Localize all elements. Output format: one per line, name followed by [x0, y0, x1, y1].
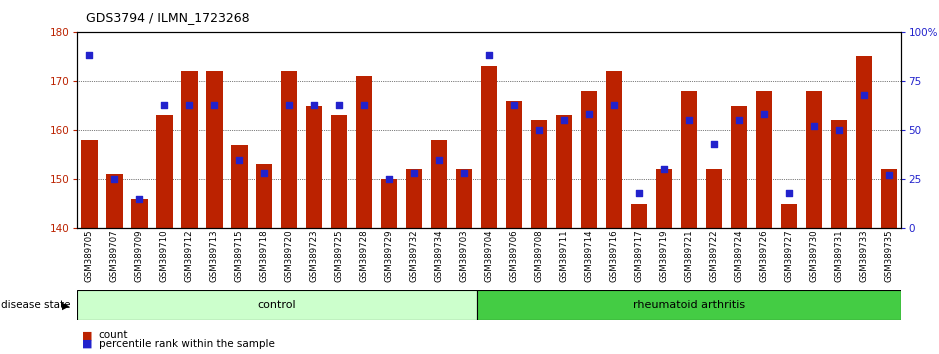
Point: [632, 190, 647, 196]
Point: [682, 118, 697, 123]
Bar: [631, 204, 647, 228]
Bar: [207, 71, 223, 228]
Point: [432, 157, 447, 162]
Point: [581, 112, 596, 117]
Point: [882, 172, 897, 178]
Bar: [82, 140, 98, 228]
Bar: [806, 91, 823, 228]
Point: [831, 127, 846, 133]
Point: [257, 171, 272, 176]
Point: [307, 102, 322, 107]
Bar: [656, 169, 672, 228]
Bar: [381, 179, 397, 228]
Point: [482, 53, 497, 58]
Point: [507, 102, 522, 107]
Bar: [131, 199, 147, 228]
Point: [856, 92, 871, 98]
Bar: [706, 169, 722, 228]
Bar: [106, 174, 123, 228]
Point: [456, 171, 471, 176]
Bar: [556, 115, 572, 228]
Bar: [581, 91, 597, 228]
Text: percentile rank within the sample: percentile rank within the sample: [99, 339, 274, 349]
Point: [207, 102, 222, 107]
Point: [331, 102, 346, 107]
Point: [157, 102, 172, 107]
Point: [407, 171, 422, 176]
Bar: [731, 105, 747, 228]
Text: GDS3794 / ILMN_1723268: GDS3794 / ILMN_1723268: [86, 11, 250, 24]
Text: count: count: [99, 330, 128, 340]
Bar: [431, 140, 447, 228]
FancyBboxPatch shape: [77, 290, 477, 320]
Text: control: control: [257, 300, 296, 310]
Point: [357, 102, 372, 107]
Point: [107, 176, 122, 182]
Point: [531, 127, 546, 133]
Bar: [407, 169, 423, 228]
Point: [557, 118, 572, 123]
Bar: [781, 204, 797, 228]
Text: ■: ■: [82, 330, 92, 340]
Point: [382, 176, 397, 182]
Point: [232, 157, 247, 162]
Point: [132, 196, 147, 202]
Bar: [531, 120, 547, 228]
Point: [807, 123, 822, 129]
Point: [706, 141, 721, 147]
Bar: [456, 169, 472, 228]
Bar: [855, 56, 872, 228]
Point: [182, 102, 197, 107]
Bar: [282, 71, 298, 228]
Point: [282, 102, 297, 107]
FancyBboxPatch shape: [477, 290, 901, 320]
Bar: [181, 71, 197, 228]
Bar: [256, 165, 272, 228]
Bar: [831, 120, 847, 228]
Bar: [681, 91, 697, 228]
Bar: [606, 71, 623, 228]
Bar: [331, 115, 347, 228]
Bar: [156, 115, 173, 228]
Point: [607, 102, 622, 107]
Point: [82, 53, 97, 58]
Bar: [77, 228, 901, 354]
Text: ■: ■: [82, 339, 92, 349]
Text: disease state: disease state: [1, 300, 70, 310]
Bar: [756, 91, 772, 228]
Point: [731, 118, 747, 123]
Point: [656, 166, 671, 172]
Text: rheumatoid arthritis: rheumatoid arthritis: [633, 300, 746, 310]
Bar: [881, 169, 897, 228]
Bar: [481, 66, 498, 228]
Point: [781, 190, 796, 196]
Bar: [306, 105, 322, 228]
Bar: [356, 76, 373, 228]
Point: [757, 112, 772, 117]
Bar: [506, 101, 522, 228]
Text: ▶: ▶: [62, 300, 69, 310]
Bar: [231, 145, 248, 228]
